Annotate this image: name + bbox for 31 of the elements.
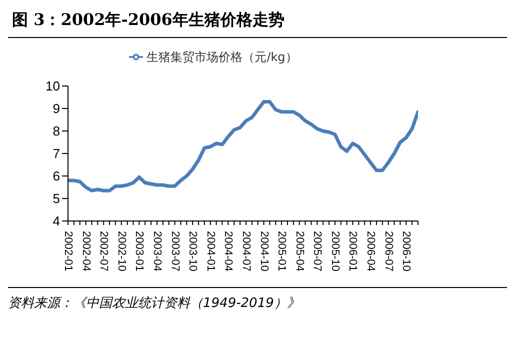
x-tick-label: 2003-04 — [150, 231, 163, 272]
x-tick-label: 2003-07 — [168, 231, 181, 272]
x-tick-label: 2005-01 — [276, 231, 288, 272]
y-tick-label: 9 — [52, 101, 60, 116]
y-tick-label: 4 — [52, 214, 60, 229]
x-tick-label: 2005-04 — [293, 231, 306, 272]
x-tick-label: 2004-10 — [258, 231, 270, 272]
y-tick-label: 10 — [46, 78, 60, 94]
x-tick-label: 2002-10 — [115, 231, 128, 272]
x-tick-label: 2005-10 — [328, 231, 341, 272]
y-tick-label: 8 — [52, 124, 60, 139]
x-tick-label: 2004-07 — [240, 231, 252, 272]
y-tick-label: 5 — [52, 191, 60, 206]
y-tick-label: 7 — [52, 146, 60, 162]
x-tick-label: 2002-01 — [62, 231, 74, 272]
x-tick-label: 2006-10 — [400, 231, 412, 272]
x-tick-label: 2004-01 — [204, 231, 216, 272]
x-tick-label: 2006-01 — [346, 231, 359, 272]
x-tick-label: 2003-01 — [133, 231, 146, 272]
y-tick-label: 6 — [52, 168, 60, 184]
text: 资料来源：《中国农业统计资料（1949-2019）》 — [8, 287, 507, 312]
x-tick-label: 2004-04 — [222, 231, 234, 272]
x-tick-label: 2005-07 — [311, 231, 324, 272]
legend-label: 生猪集贸市场价格（元/kg） — [146, 50, 298, 64]
line-series — [68, 100, 418, 192]
x-tick-label: 2006-07 — [382, 231, 394, 272]
x-tick-label: 2002-04 — [80, 231, 92, 272]
x-tick-label: 2002-07 — [98, 231, 110, 272]
x-tick-label: 2006-04 — [364, 231, 377, 272]
x-tick-label: 2003-10 — [186, 231, 199, 272]
chart-title: 图 3：2002年-2006年生猪价格走势 — [8, 8, 507, 38]
